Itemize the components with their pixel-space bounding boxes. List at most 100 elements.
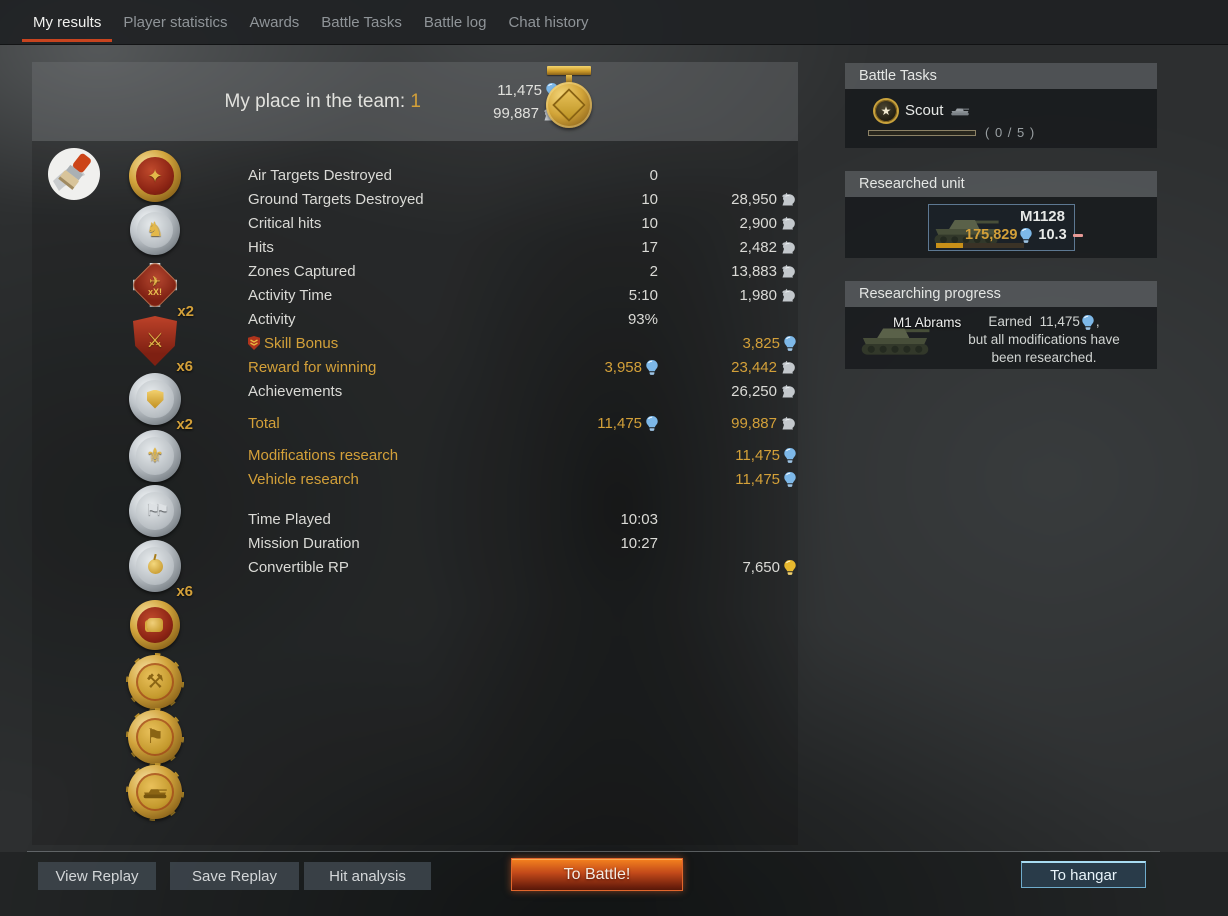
stat-value: 10: [641, 190, 658, 208]
tab-player-statistics[interactable]: Player statistics: [123, 13, 228, 31]
tab-bar: My results Player statistics Awards Battle …: [0, 0, 1228, 45]
stat-label: Time Played: [248, 510, 331, 528]
stat-reward: 23,442: [658, 359, 798, 376]
researched-unit-br: 10.3: [1038, 227, 1067, 243]
tab-chat-history[interactable]: Chat history: [508, 13, 589, 31]
researching-progress-text: Earned 11,475 , but all modifications ha…: [968, 314, 1120, 365]
researched-unit-header: Researched unit: [845, 171, 1157, 197]
stat-reward: 7,650: [658, 559, 798, 576]
stat-row: Achievements 26,250: [248, 379, 798, 403]
medal-fist-icon[interactable]: [130, 600, 180, 650]
stat-row: Total 11,475 99,887: [248, 411, 798, 435]
silver-lions-icon: [782, 216, 795, 230]
stat-row: Convertible RP 7,650: [248, 555, 798, 579]
medal-red-wreath-icon[interactable]: ✦: [129, 150, 181, 202]
research-points-icon: [1020, 227, 1033, 243]
research-note-line3: been researched.: [991, 350, 1097, 365]
header-sl-row: 99,887: [448, 102, 558, 125]
stat-reward: 99,887: [658, 415, 798, 432]
tab-awards[interactable]: Awards: [249, 13, 300, 31]
stat-value: 11,475: [528, 415, 658, 432]
rank-dash-icon: [1072, 233, 1083, 237]
tab-bar-items: My results Player statistics Awards Battle …: [22, 0, 600, 44]
medal-gold-flag-icon[interactable]: ⚑: [126, 708, 184, 766]
stat-value: 93%: [627, 310, 658, 328]
medal-gold-shield-icon[interactable]: x2: [129, 373, 193, 433]
stat-reward: 26,250: [658, 383, 798, 400]
stat-label: Air Targets Destroyed: [248, 166, 392, 184]
place-number: 1: [410, 91, 421, 112]
view-replay-button[interactable]: View Replay: [38, 862, 156, 890]
save-replay-button[interactable]: Save Replay: [170, 862, 299, 890]
unit-research-progress-bar: [936, 243, 1024, 248]
silver-lions-icon: [782, 192, 795, 206]
medal-apple-icon[interactable]: x6: [129, 540, 193, 600]
badge-red-shield-swords-icon[interactable]: ⚔ x6: [129, 315, 193, 375]
researched-unit-section: Researched unit M1128 175,829 10.3: [845, 171, 1157, 258]
badge-red-cross-icon[interactable]: ✈ xX! x2: [128, 258, 194, 320]
battle-task-item[interactable]: ★ Scout ( 0 / 5 ): [845, 89, 1157, 148]
stat-label: Achievements: [248, 382, 343, 400]
header-earnings: 11,475 99,887: [448, 79, 558, 125]
earned-prefix: Earned: [988, 314, 1032, 329]
stat-label: Modifications research: [248, 446, 399, 464]
stat-reward: 28,950: [658, 191, 798, 208]
decal-paintbrush-icon[interactable]: [47, 147, 101, 201]
silver-lions-icon: [782, 384, 795, 398]
hit-analysis-button[interactable]: Hit analysis: [304, 862, 431, 890]
stat-row: Modifications research 11,475: [248, 443, 798, 467]
medal-link: [566, 75, 572, 83]
stat-value: 5:10: [628, 286, 658, 304]
stat-label: Mission Duration: [248, 534, 360, 552]
stat-value: 10:27: [620, 534, 658, 552]
stat-row: Time Played 10:03: [248, 507, 798, 531]
medal-gold-tools-icon[interactable]: ⚒: [126, 653, 184, 711]
medal-gold-tank-icon[interactable]: [126, 763, 184, 821]
research-points-icon: [1082, 314, 1094, 330]
tab-battle-tasks[interactable]: Battle Tasks: [321, 13, 402, 31]
stat-label: Convertible RP: [248, 558, 349, 576]
skill-bonus-shield-icon: [248, 336, 260, 350]
researched-unit-name: M1128: [1019, 208, 1065, 225]
stat-value: 3,958: [528, 359, 658, 376]
silver-lions-icon: [782, 264, 795, 278]
stat-label: Ground Targets Destroyed: [248, 190, 424, 208]
award-multiplier: x6: [176, 583, 193, 600]
stat-group: Time Played 10:03 Mission Duration 10:27…: [248, 507, 798, 579]
place-title-text: My place in the team:: [224, 91, 406, 112]
stat-group: Air Targets Destroyed 0 Ground Targets D…: [248, 163, 798, 403]
stat-row: Vehicle research 11,475: [248, 467, 798, 491]
stat-value: 10: [641, 214, 658, 232]
researched-unit-card[interactable]: M1128 175,829 10.3: [928, 204, 1083, 251]
silver-lions-icon: [782, 416, 795, 430]
silver-lions-icon: [782, 360, 795, 374]
researching-progress-section: Researching progress M1 Abrams Earned 11…: [845, 281, 1157, 369]
stat-value: 10:03: [620, 510, 658, 528]
battle-tasks-section: Battle Tasks ★ Scout ( 0 / 5 ): [845, 63, 1157, 148]
stat-reward: 11,475: [658, 447, 798, 464]
header-rp-value: 11,475: [497, 82, 542, 99]
stat-label: Critical hits: [248, 214, 322, 232]
battle-results-table: Air Targets Destroyed 0 Ground Targets D…: [248, 163, 798, 579]
medal-knight-helmet-icon[interactable]: ♞: [130, 205, 180, 255]
tab-battle-log[interactable]: Battle log: [423, 13, 487, 31]
stat-label: Skill Bonus: [248, 335, 528, 352]
bottom-divider: [27, 851, 1160, 852]
medal-eagle-icon[interactable]: ⚜: [129, 430, 181, 482]
place-title: My place in the team: 1: [225, 91, 421, 113]
stat-value: 17: [641, 238, 658, 256]
to-hangar-button[interactable]: To hangar: [1021, 861, 1146, 888]
tab-my-results[interactable]: My results: [22, 0, 113, 44]
stat-label: Activity Time: [248, 286, 333, 304]
to-battle-button[interactable]: To Battle!: [511, 858, 683, 891]
m1-abrams-tank-image: [861, 328, 930, 355]
team-first-place-medal-icon: [545, 66, 593, 138]
researched-unit-rp: 175,829: [965, 227, 1018, 243]
medal-flags-icon[interactable]: ⚑⚑: [129, 485, 181, 537]
stat-row: Activity 93%: [248, 307, 798, 331]
research-points-icon: [646, 415, 658, 431]
stat-row: Hits 17 2,482: [248, 235, 798, 259]
stat-row: Mission Duration 10:27: [248, 531, 798, 555]
battle-task-name: Scout: [905, 102, 944, 119]
